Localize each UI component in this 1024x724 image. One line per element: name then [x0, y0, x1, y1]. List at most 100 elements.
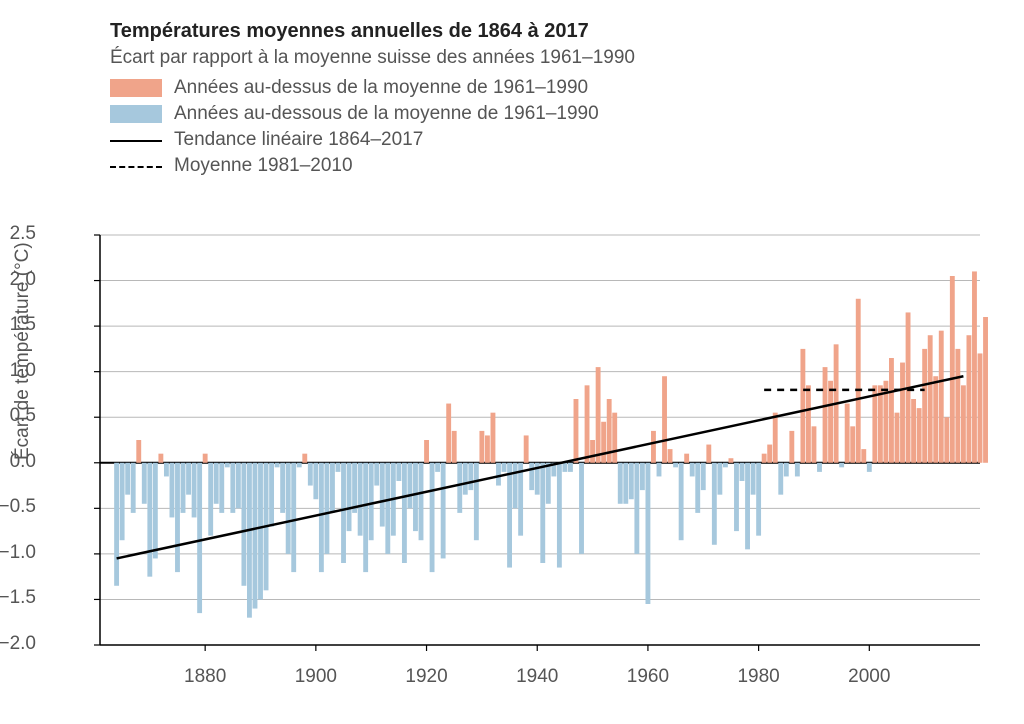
bar — [374, 463, 379, 486]
x-tick-label: 1960 — [618, 666, 678, 688]
bar — [253, 463, 258, 609]
bar — [158, 454, 163, 463]
bar — [867, 463, 872, 472]
bar — [933, 376, 938, 463]
bar — [944, 417, 949, 463]
bar — [850, 426, 855, 462]
bar — [347, 463, 352, 531]
bar — [983, 317, 988, 463]
bar — [507, 463, 512, 568]
bar — [856, 299, 861, 463]
bar — [142, 463, 147, 504]
bar — [712, 463, 717, 545]
bar — [363, 463, 368, 572]
chart-svg — [100, 225, 980, 655]
bar — [419, 463, 424, 540]
bar — [568, 463, 573, 472]
bar — [800, 349, 805, 463]
bar — [601, 422, 606, 463]
bar — [313, 463, 318, 499]
bar — [269, 463, 274, 527]
bar — [341, 463, 346, 563]
header: Températures moyennes annuelles de 1864 … — [110, 20, 984, 177]
bar — [186, 463, 191, 495]
bars — [114, 271, 988, 617]
bar — [789, 431, 794, 463]
bar — [695, 463, 700, 513]
legend-label-mean: Moyenne 1981–2010 — [174, 155, 353, 177]
bar — [330, 463, 335, 513]
bar — [286, 463, 291, 554]
x-tick-label: 1900 — [286, 666, 346, 688]
bar — [385, 463, 390, 554]
bar — [657, 463, 662, 477]
bar — [612, 413, 617, 463]
legend-item-mean: Moyenne 1981–2010 — [110, 155, 984, 177]
bar — [717, 463, 722, 495]
bar — [546, 463, 551, 504]
bar — [529, 463, 534, 490]
bar — [308, 463, 313, 486]
y-tick-label: 0.5 — [0, 405, 36, 427]
bar — [280, 463, 285, 513]
swatch-below-icon — [110, 105, 162, 123]
bar — [623, 463, 628, 504]
bar — [878, 385, 883, 462]
bar — [120, 463, 125, 540]
bar — [319, 463, 324, 572]
bar — [502, 463, 507, 472]
bar — [258, 463, 263, 600]
bar — [175, 463, 180, 572]
chart-title: Températures moyennes annuelles de 1864 … — [110, 20, 984, 43]
legend-item-above: Années au-dessus de la moyenne de 1961–1… — [110, 77, 984, 99]
bar — [524, 435, 529, 462]
bar — [729, 458, 734, 463]
bar — [136, 440, 141, 463]
bar — [513, 463, 518, 509]
bar — [457, 463, 462, 513]
bar — [911, 399, 916, 463]
bar — [690, 463, 695, 477]
bar — [153, 463, 158, 559]
legend: Années au-dessus de la moyenne de 1961–1… — [110, 77, 984, 177]
bar — [230, 463, 235, 513]
bar — [922, 349, 927, 463]
bar — [972, 271, 977, 462]
bar — [485, 435, 490, 462]
bar — [618, 463, 623, 504]
y-tick-label: −1.0 — [0, 542, 36, 564]
bar — [679, 463, 684, 540]
bar — [966, 335, 971, 463]
bar — [170, 463, 175, 518]
bar — [114, 463, 119, 586]
bar — [247, 463, 252, 618]
y-tick-label: 2.5 — [0, 223, 36, 245]
x-tick-label: 2000 — [839, 666, 899, 688]
bar — [125, 463, 130, 495]
bar — [596, 367, 601, 463]
bar — [441, 463, 446, 559]
bar — [225, 463, 230, 468]
legend-label-below: Années au-dessous de la moyenne de 1961–… — [174, 103, 599, 125]
bar — [413, 463, 418, 531]
y-tick-label: −0.5 — [0, 496, 36, 518]
bar — [557, 463, 562, 568]
bar — [491, 413, 496, 463]
bar — [208, 463, 213, 536]
bar — [895, 413, 900, 463]
bar — [900, 363, 905, 463]
bar — [474, 463, 479, 540]
bar — [164, 463, 169, 477]
bar — [197, 463, 202, 613]
bar — [812, 426, 817, 462]
bar — [734, 463, 739, 531]
bar — [817, 463, 822, 472]
bar — [640, 463, 645, 490]
bar — [634, 463, 639, 554]
y-tick-label: −1.5 — [0, 587, 36, 609]
bar — [574, 399, 579, 463]
bar — [806, 385, 811, 462]
bar — [701, 463, 706, 490]
bar — [795, 463, 800, 477]
bar — [706, 445, 711, 463]
